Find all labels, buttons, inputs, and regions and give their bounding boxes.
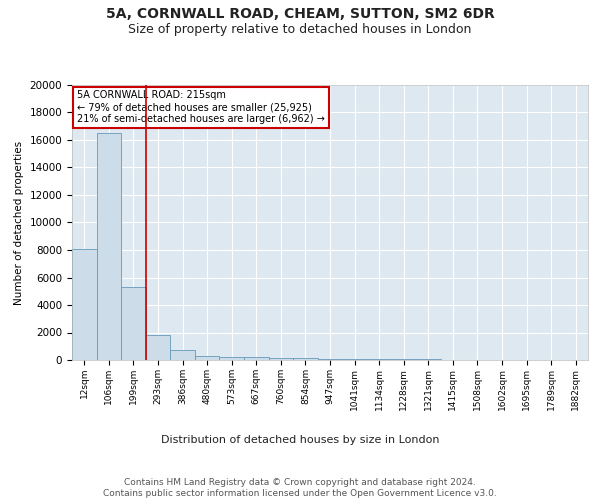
Text: Distribution of detached houses by size in London: Distribution of detached houses by size … <box>161 435 439 445</box>
Text: 5A, CORNWALL ROAD, CHEAM, SUTTON, SM2 6DR: 5A, CORNWALL ROAD, CHEAM, SUTTON, SM2 6D… <box>106 8 494 22</box>
Text: Size of property relative to detached houses in London: Size of property relative to detached ho… <box>128 22 472 36</box>
Bar <box>293 358 318 360</box>
Bar <box>97 133 121 360</box>
Bar <box>342 359 367 360</box>
Bar <box>318 358 342 360</box>
Bar <box>367 359 391 360</box>
Text: Contains HM Land Registry data © Crown copyright and database right 2024.
Contai: Contains HM Land Registry data © Crown c… <box>103 478 497 498</box>
Bar <box>146 334 170 360</box>
Bar <box>220 357 244 360</box>
Bar <box>72 248 97 360</box>
Bar <box>269 358 293 360</box>
Text: 5A CORNWALL ROAD: 215sqm
← 79% of detached houses are smaller (25,925)
21% of se: 5A CORNWALL ROAD: 215sqm ← 79% of detach… <box>77 90 325 124</box>
Bar <box>244 357 269 360</box>
Y-axis label: Number of detached properties: Number of detached properties <box>14 140 24 304</box>
Bar <box>170 350 195 360</box>
Bar <box>195 356 220 360</box>
Bar <box>121 287 146 360</box>
